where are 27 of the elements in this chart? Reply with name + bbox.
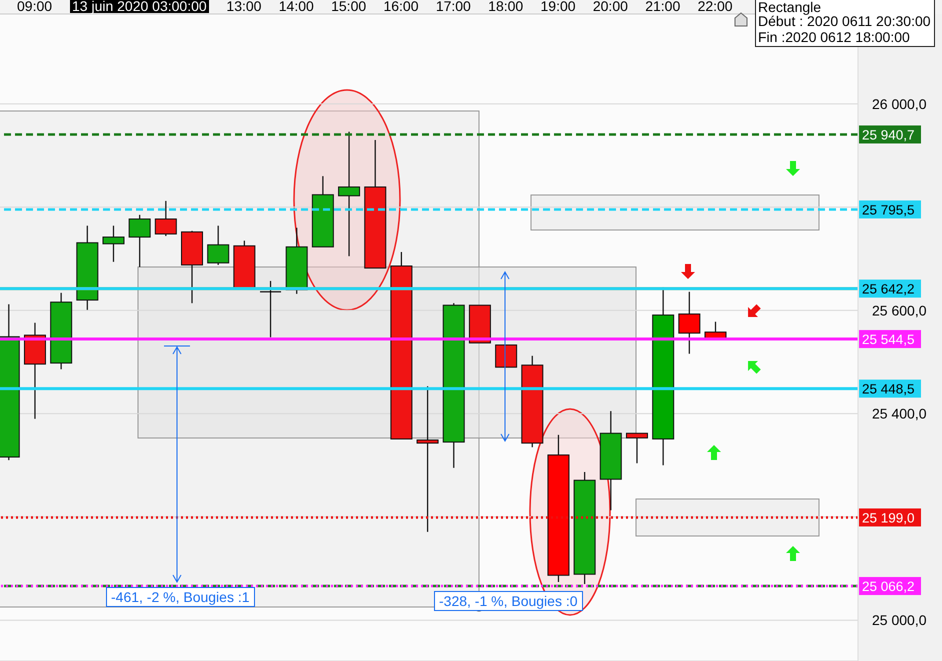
annotation: Rectangle [758,0,822,15]
ref-line-label: 25 448,5 [862,382,915,397]
x-tick-label: 16:00 [383,0,419,14]
ref-line-label: 25 940,7 [862,127,915,142]
y-tick-label: 25 400,0 [872,406,927,422]
ref-line-label: 25 544,5 [862,332,915,348]
x-tick-label: 14:00 [278,0,314,14]
ref-line-label: 25 066,2 [862,579,915,594]
y-tick-label: 25 600,0 [872,302,927,318]
ref-line-label: 25 642,2 [862,282,915,297]
x-tick-label: 17:00 [436,0,472,14]
x-tick-label: 18:00 [488,0,524,14]
ref-line-label: 25 795,5 [862,202,915,218]
x-tick-label: 20:00 [592,0,628,14]
x-tick-label: 09:00 [17,0,52,14]
x-tick-label: 13:00 [226,0,262,14]
y-tick-label: 25 000,0 [872,612,927,628]
x-tick-label: 15:00 [331,0,366,14]
annotation: Fin :2020 0612 18:00:00 [758,29,910,46]
annotation: 13 juin 2020 03:00:00 [70,0,209,14]
annotation: -461, -2 %, Bougies :1 [106,587,255,607]
x-tick-label: 21:00 [645,0,680,14]
x-tick-label: 22:00 [698,0,733,14]
annotation: -328, -1 %, Bougies :0 [434,591,583,611]
x-tick-label: 19:00 [540,0,576,14]
y-tick-label: 26 000,0 [872,96,927,112]
ref-line-label: 25 199,0 [862,510,915,526]
